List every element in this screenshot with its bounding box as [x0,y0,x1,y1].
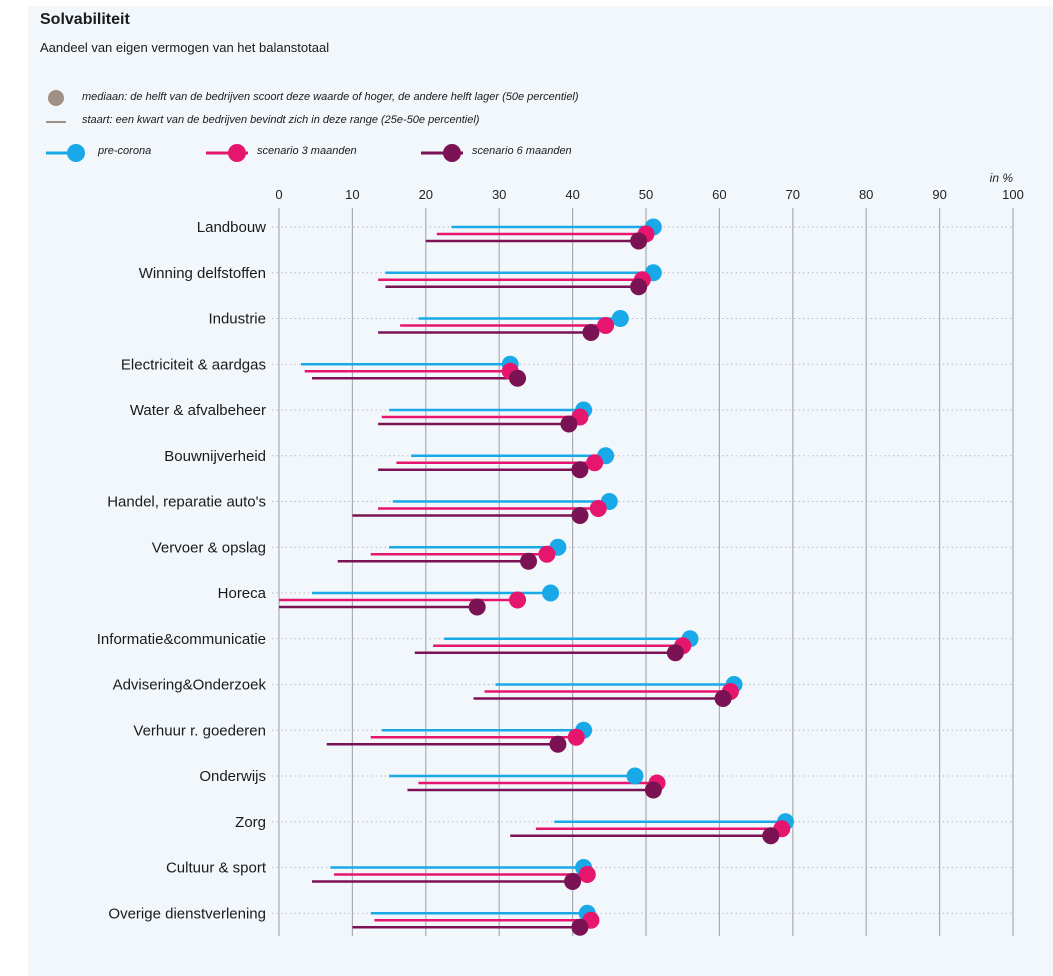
median-dot [567,728,585,746]
median-note: mediaan: de helft van de bedrijven scoor… [82,91,579,103]
median-dot [549,735,567,753]
median-dot [762,827,780,845]
legend-label-scenario-3: scenario 3 maanden [257,145,357,157]
x-tick-label-70: 70 [786,187,800,202]
x-tick-label-40: 40 [565,187,579,202]
legend-label-scenario-6: scenario 6 maanden [472,145,572,157]
category-label: Water & afvalbeheer [130,402,266,419]
median-dot [468,598,486,616]
median-dot [582,324,600,341]
category-label: Informatie&communicatie [97,631,266,648]
x-tick-label-50: 50 [639,187,653,202]
tail-note: staart: een kwart van de bedrijven bevin… [82,114,480,126]
median-dot [586,454,604,472]
category-label: Horeca [218,585,267,602]
x-tick-label-0: 0 [275,187,282,202]
legend-dot-0 [67,144,85,162]
chart-title: Solvabiliteit [40,11,130,28]
tail-symbol [46,121,66,123]
median-dot [571,507,589,524]
median-dot [509,591,527,609]
x-tick-label-30: 30 [492,187,506,202]
median-dot [542,584,560,602]
median-dot [520,552,538,570]
median-dot [714,690,732,707]
median-dot [571,918,589,936]
legend-dot-1 [228,144,246,162]
chart-panel [28,6,1053,976]
category-label: Advisering&Onderzoek [113,677,267,694]
x-tick-label-20: 20 [419,187,433,202]
median-dot [538,545,556,563]
median-dot [578,866,596,883]
unit-label: in % [990,171,1014,185]
median-dot [626,767,644,785]
legend-label-pre-corona: pre-corona [98,145,152,157]
median-dot [666,644,684,662]
median-dot [509,369,527,387]
category-label: Landbouw [197,219,266,236]
category-label: Cultuur & sport [166,860,267,877]
x-tick-label-10: 10 [345,187,359,202]
x-tick-label-100: 100 [1002,187,1024,202]
category-label: Verhuur r. goederen [133,722,266,739]
median-dot [630,232,648,250]
median-dot [630,278,648,296]
category-label: Industrie [208,311,266,328]
median-dot [644,781,662,799]
median-dot [571,461,589,479]
median-dot [564,873,582,890]
median-dot [589,500,607,517]
median-dot [560,415,578,433]
category-label: Electriciteit & aardgas [121,356,266,373]
category-label: Winning delfstoffen [139,265,266,282]
category-label: Handel, reparatie auto's [107,494,266,511]
category-label: Overige dienstverlening [108,905,266,922]
chart-subtitle: Aandeel van eigen vermogen van het balan… [40,40,330,55]
median-dot [611,310,629,327]
median-dot [597,317,615,334]
category-label: Zorg [235,814,266,831]
x-tick-label-60: 60 [712,187,726,202]
x-tick-label-90: 90 [932,187,946,202]
category-label: Bouwnijverheid [164,448,266,465]
x-tick-label-80: 80 [859,187,873,202]
median-symbol [48,90,64,106]
legend-dot-2 [443,144,461,162]
category-label: Onderwijs [199,768,266,785]
category-label: Vervoer & opslag [152,539,266,556]
